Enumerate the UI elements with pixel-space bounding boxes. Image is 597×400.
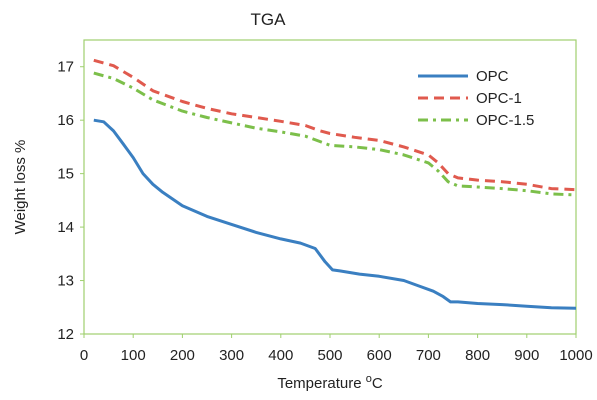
x-axis-label-text: Temperature xyxy=(277,375,365,392)
y-tick-label: 13 xyxy=(57,273,74,290)
y-tick-label: 16 xyxy=(57,112,74,129)
x-tick-label: 600 xyxy=(367,347,392,364)
y-tick-label: 17 xyxy=(57,59,74,76)
series-line-opc xyxy=(94,120,576,308)
x-tick-label: 0 xyxy=(80,347,88,364)
x-tick-label: 800 xyxy=(465,347,490,364)
y-tick-label: 12 xyxy=(57,326,74,343)
x-tick-label: 100 xyxy=(121,347,146,364)
x-tick-label: 300 xyxy=(219,347,244,364)
legend-label: OPC xyxy=(476,68,509,85)
y-axis-label: Weight loss % xyxy=(12,140,29,235)
x-tick-label: 900 xyxy=(514,347,539,364)
x-tick-label: 400 xyxy=(268,347,293,364)
legend-label: OPC-1.5 xyxy=(476,112,534,129)
legend-label: OPC-1 xyxy=(476,90,522,107)
y-tick-label: 14 xyxy=(57,219,74,236)
x-tick-label: 500 xyxy=(317,347,342,364)
y-tick-label: 15 xyxy=(57,166,74,183)
x-tick-label: 1000 xyxy=(559,347,592,364)
x-tick-label: 700 xyxy=(416,347,441,364)
x-axis-label-unit: C xyxy=(372,375,383,392)
chart-title: TGA xyxy=(251,10,287,29)
x-tick-label: 200 xyxy=(170,347,195,364)
x-axis-label: Temperature oC xyxy=(277,373,383,392)
